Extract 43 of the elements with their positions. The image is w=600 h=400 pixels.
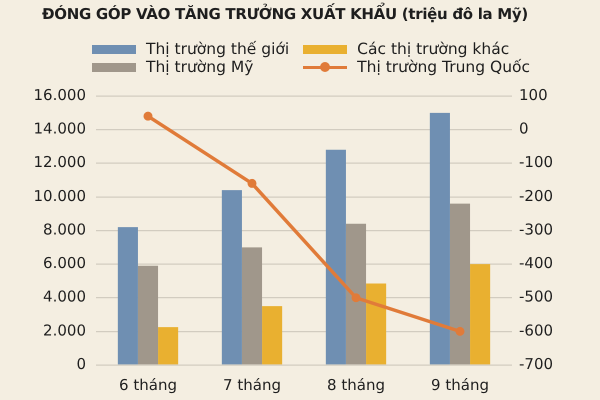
bar [262,306,282,364]
point [248,178,256,188]
bar [470,264,490,364]
bar [158,327,178,364]
y2-tick-label: -600 [519,321,554,340]
bar [450,204,470,364]
x-tick-label: 7 tháng [223,376,281,394]
y2-tick-label: -100 [519,153,554,172]
y-tick-label: 16.000 [34,86,86,104]
y2-tick-label: 0 [519,120,529,138]
y2-tick-label: -700 [519,354,554,373]
y-tick-label: 6.000 [43,254,86,272]
y2-tick-label: -500 [519,288,554,306]
bar [366,283,386,364]
bar [242,247,262,364]
bar [222,190,242,364]
point [352,293,360,302]
y2-tick-label: -200 [519,186,554,205]
y-tick-label: 10.000 [34,186,86,205]
bar [430,112,450,364]
bar [118,227,138,364]
bar [138,266,158,364]
legend-label: Thị trường Trung Quốc [357,58,530,76]
legend-label: Thị trường Mỹ [146,58,254,76]
y-tick-label: 2.000 [43,321,86,340]
x-tick-label: 6 tháng [119,376,177,394]
y-tick-label: 8.000 [43,220,86,238]
bar [326,150,346,364]
x-tick-label: 9 tháng [431,376,489,394]
y2-tick-label: -300 [519,220,554,238]
y2-tick-label: 100 [519,86,548,104]
y-tick-label: 12.000 [34,153,86,172]
legend-label: Các thị trường khác [357,40,510,58]
legend-label: Thị trường thế giới [146,40,290,58]
x-tick-label: 8 tháng [327,376,385,394]
y-tick-label: 14.000 [34,120,86,138]
y2-tick-label: -400 [519,254,554,272]
bar [346,224,366,364]
y-tick-label: 4.000 [43,288,86,306]
chart-title: ĐÓNG GÓP VÀO TĂNG TRƯỞNG XUẤT KHẨU (triệu đô la Mỹ) [42,5,528,23]
y-tick-label: 0 [76,354,86,373]
point [144,112,152,121]
point [456,326,464,336]
